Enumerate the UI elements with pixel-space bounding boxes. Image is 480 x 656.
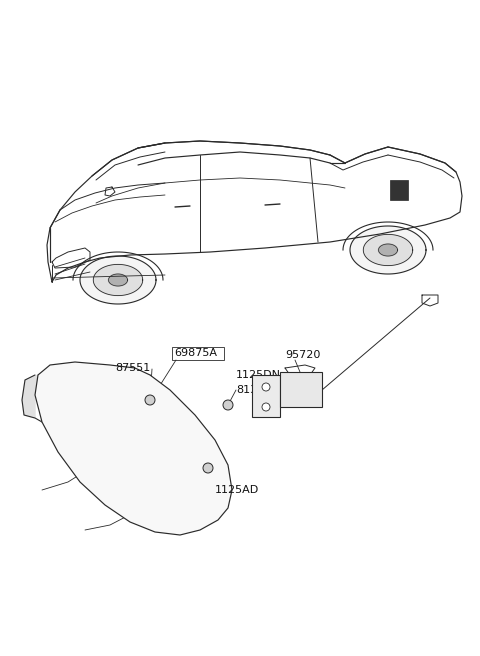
Polygon shape bbox=[35, 362, 232, 535]
Text: 69875A: 69875A bbox=[174, 348, 217, 358]
Polygon shape bbox=[22, 375, 38, 418]
Polygon shape bbox=[80, 256, 156, 304]
Bar bbox=[390, 180, 408, 200]
Circle shape bbox=[203, 463, 213, 473]
Text: 1125DN: 1125DN bbox=[236, 370, 281, 380]
Text: 87551: 87551 bbox=[115, 363, 150, 373]
Polygon shape bbox=[350, 226, 426, 274]
Bar bbox=[252, 375, 280, 417]
Circle shape bbox=[262, 383, 270, 391]
Circle shape bbox=[262, 403, 270, 411]
Polygon shape bbox=[379, 244, 397, 256]
Text: 1125AD: 1125AD bbox=[215, 485, 259, 495]
Bar bbox=[280, 372, 322, 407]
Text: 95720: 95720 bbox=[285, 350, 320, 360]
Polygon shape bbox=[108, 274, 128, 286]
Bar bbox=[172, 347, 224, 360]
Circle shape bbox=[223, 400, 233, 410]
Polygon shape bbox=[93, 264, 143, 296]
Circle shape bbox=[145, 395, 155, 405]
Text: 81389A: 81389A bbox=[236, 385, 279, 395]
Polygon shape bbox=[363, 234, 413, 266]
